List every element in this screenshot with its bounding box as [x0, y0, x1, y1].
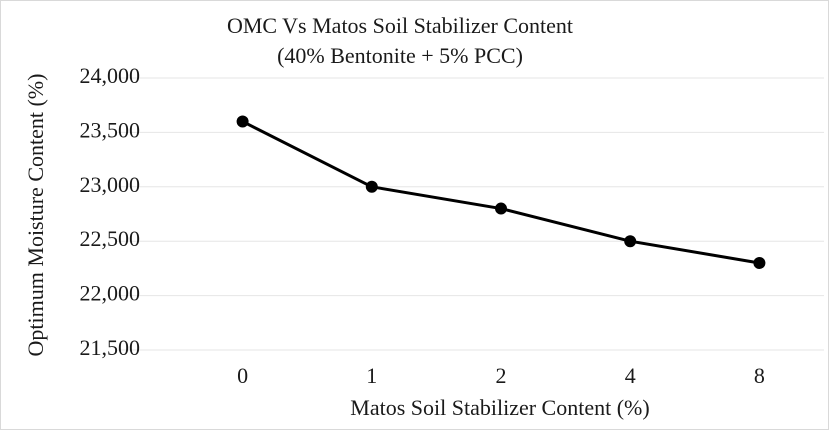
y-tick-label: 22,000 — [80, 281, 141, 306]
x-tick-label: 4 — [625, 363, 636, 388]
data-point — [624, 235, 637, 248]
chart-title: OMC Vs Matos Soil Stabilizer Content — [227, 13, 573, 38]
x-tick-label: 2 — [496, 363, 507, 388]
x-tick-label: 1 — [366, 363, 377, 388]
data-point — [236, 115, 249, 128]
y-axis-label: Optimum Moisture Content (%) — [23, 74, 48, 357]
data-point — [495, 202, 507, 215]
x-tick-label: 8 — [754, 363, 765, 388]
chart-subtitle: (40% Bentonite + 5% PCC) — [277, 43, 523, 68]
y-tick-label: 23,000 — [80, 172, 141, 197]
y-tick-label: 23,500 — [80, 117, 141, 142]
y-tick-label: 21,500 — [80, 335, 141, 360]
x-tick-label: 0 — [237, 363, 248, 388]
y-tick-label: 24,000 — [80, 63, 141, 88]
y-tick-label: 22,500 — [80, 226, 141, 251]
x-axis-label: Matos Soil Stabilizer Content (%) — [350, 395, 649, 420]
data-point — [365, 180, 378, 193]
data-point — [753, 256, 766, 269]
